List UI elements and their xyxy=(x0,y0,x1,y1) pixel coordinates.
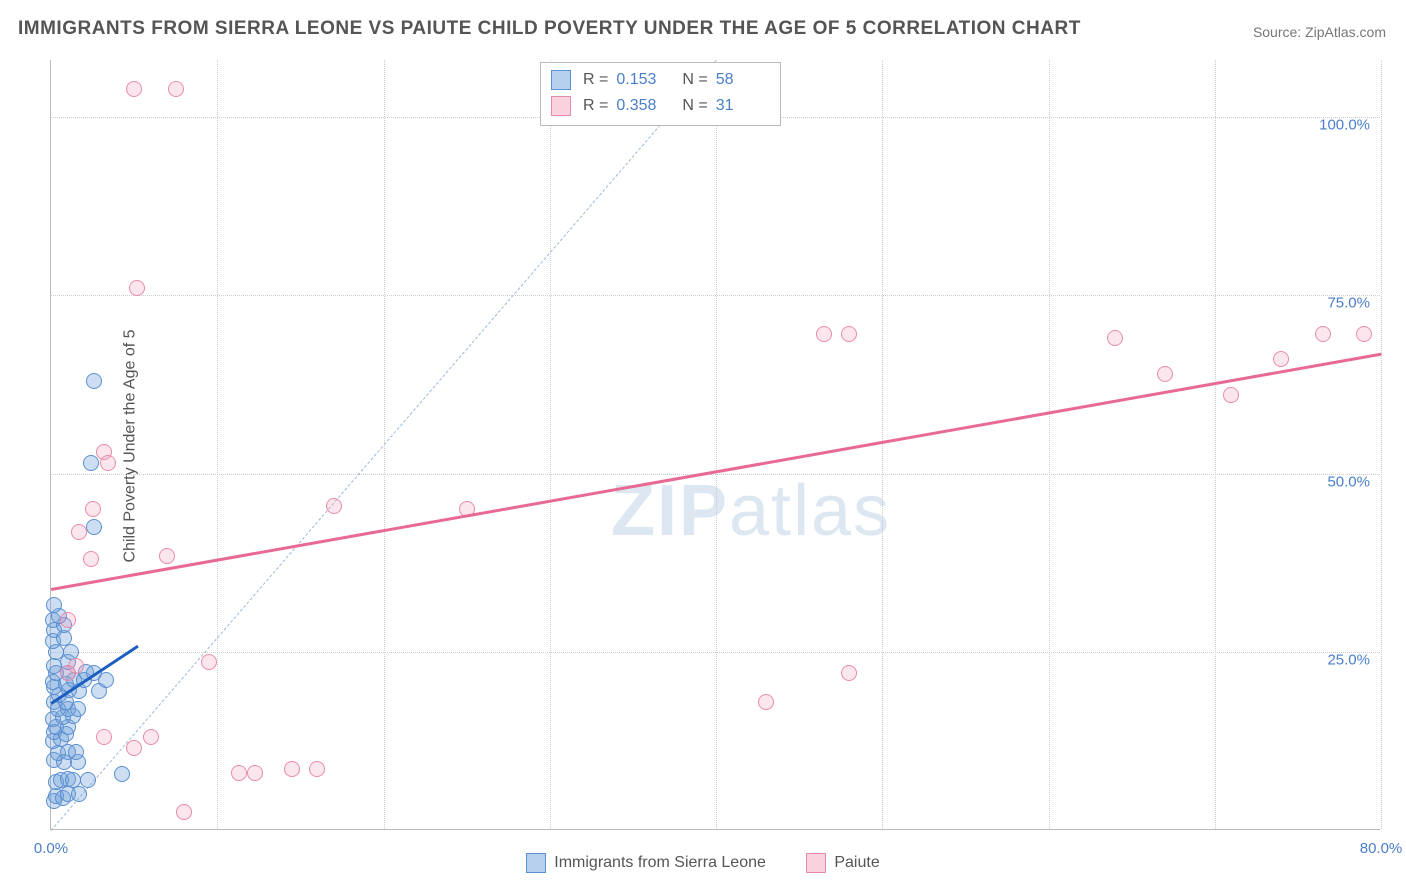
stats-r-value-2: 0.358 xyxy=(616,97,670,115)
ytick-label: 75.0% xyxy=(1327,295,1370,312)
data-point xyxy=(60,612,76,628)
data-point xyxy=(85,501,101,517)
data-point xyxy=(168,81,184,97)
gridline-v xyxy=(716,60,717,829)
data-point xyxy=(309,761,325,777)
swatch-blue-icon xyxy=(526,853,546,873)
data-point xyxy=(247,765,263,781)
data-point xyxy=(1356,326,1372,342)
data-point xyxy=(841,665,857,681)
data-point xyxy=(129,280,145,296)
chart-container: IMMIGRANTS FROM SIERRA LEONE VS PAIUTE C… xyxy=(0,0,1406,892)
stats-row-series1: R = 0.153 N = 58 xyxy=(551,67,770,93)
gridline-v xyxy=(1215,60,1216,829)
stats-row-series2: R = 0.358 N = 31 xyxy=(551,93,770,119)
data-point xyxy=(83,551,99,567)
data-point xyxy=(143,729,159,745)
chart-title: IMMIGRANTS FROM SIERRA LEONE VS PAIUTE C… xyxy=(18,18,1081,40)
data-point xyxy=(126,740,142,756)
data-point xyxy=(284,761,300,777)
data-point xyxy=(1107,330,1123,346)
data-point xyxy=(841,326,857,342)
stats-n-value-1: 58 xyxy=(716,71,770,89)
legend-item-2: Paiute xyxy=(806,853,879,873)
data-point xyxy=(1315,326,1331,342)
data-point xyxy=(96,729,112,745)
data-point xyxy=(231,765,247,781)
gridline-v xyxy=(217,60,218,829)
bottom-legend: Immigrants from Sierra Leone Paiute xyxy=(0,853,1406,878)
data-point xyxy=(83,455,99,471)
gridline-v xyxy=(882,60,883,829)
data-point xyxy=(71,524,87,540)
source-text: Source: ZipAtlas.com xyxy=(1253,24,1386,40)
data-point xyxy=(1157,366,1173,382)
ytick-label: 100.0% xyxy=(1319,117,1370,134)
data-point xyxy=(86,519,102,535)
plot-area: ZIPatlas 25.0%50.0%75.0%100.0%0.0%80.0% xyxy=(50,60,1380,830)
ytick-label: 25.0% xyxy=(1327,651,1370,668)
stats-n-label: N = xyxy=(682,97,707,115)
stats-r-value-1: 0.153 xyxy=(616,71,670,89)
legend-item-1: Immigrants from Sierra Leone xyxy=(526,853,766,873)
data-point xyxy=(86,373,102,389)
legend-label-2: Paiute xyxy=(834,854,879,872)
swatch-pink-icon xyxy=(551,96,571,116)
gridline-v xyxy=(1049,60,1050,829)
data-point xyxy=(201,654,217,670)
data-point xyxy=(1223,387,1239,403)
ytick-label: 50.0% xyxy=(1327,473,1370,490)
legend-label-1: Immigrants from Sierra Leone xyxy=(554,854,766,872)
stats-r-label: R = xyxy=(583,71,608,89)
swatch-pink-icon xyxy=(806,853,826,873)
data-point xyxy=(176,804,192,820)
stats-n-label: N = xyxy=(682,71,707,89)
data-point xyxy=(114,766,130,782)
data-point xyxy=(68,658,84,674)
gridline-v xyxy=(550,60,551,829)
data-point xyxy=(68,744,84,760)
gridline-v xyxy=(1381,60,1382,829)
data-point xyxy=(1273,351,1289,367)
data-point xyxy=(816,326,832,342)
swatch-blue-icon xyxy=(551,70,571,90)
data-point xyxy=(96,444,112,460)
data-point xyxy=(758,694,774,710)
stats-n-value-2: 31 xyxy=(716,97,770,115)
data-point xyxy=(65,772,81,788)
data-point xyxy=(326,498,342,514)
data-point xyxy=(46,597,62,613)
data-point xyxy=(80,772,96,788)
data-point xyxy=(126,81,142,97)
data-point xyxy=(159,548,175,564)
stats-legend-box: R = 0.153 N = 58 R = 0.358 N = 31 xyxy=(540,62,781,126)
data-point xyxy=(71,786,87,802)
stats-r-label: R = xyxy=(583,97,608,115)
